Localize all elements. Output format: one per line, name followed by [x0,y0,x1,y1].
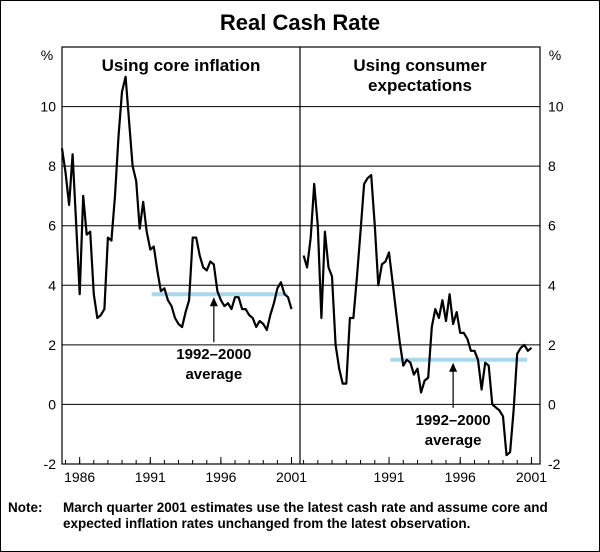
x-tick-label: 1996 [445,469,476,485]
average-label-1: average [185,366,242,383]
y-unit-label-left: % [41,47,53,63]
y-tick-label-right: 4 [548,277,556,293]
series-line-1-1 [60,75,293,332]
average-arrowhead-1 [209,297,218,307]
series-line-2-1 [302,174,533,457]
y-tick-label-right: 2 [548,337,556,353]
y-tick-label-left: 8 [48,158,56,174]
note-text: March quarter 2001 estimates use the lat… [63,500,548,531]
panel-title-1: Using core inflation [102,56,261,75]
y-tick-label-left: -2 [44,456,57,472]
y-tick-label-left: 10 [40,99,56,115]
chart-note: Note: March quarter 2001 estimates use t… [8,500,598,532]
y-tick-label-left: 0 [48,396,56,412]
x-tick-label: 2001 [276,469,307,485]
y-tick-label-right: 0 [548,396,556,412]
x-tick-label: 1991 [135,469,166,485]
y-unit-label-right: % [549,47,561,63]
average-arrowhead-2 [449,362,458,372]
average-label-2: 1992–2000 [416,412,491,429]
y-tick-label-left: 2 [48,337,56,353]
y-tick-label-left: 4 [48,277,56,293]
x-tick-label: 1996 [205,469,236,485]
note-label: Note: [8,500,43,515]
y-tick-label-right: -2 [548,456,561,472]
average-label-1: 1992–2000 [176,346,251,363]
average-label-2: average [425,432,482,449]
panel-title-2: expectations [368,76,472,95]
x-tick-label: 1991 [373,469,404,485]
chart-title: Real Cash Rate [219,10,381,35]
x-tick-label: 2001 [516,469,547,485]
panel-title-2: Using consumer [353,56,487,75]
y-tick-label-left: 6 [48,218,56,234]
y-tick-label-right: 6 [548,218,556,234]
y-tick-label-right: 10 [548,99,564,115]
x-tick-label: 1986 [64,469,95,485]
y-tick-label-right: 8 [548,158,556,174]
plot-frame [61,46,541,465]
